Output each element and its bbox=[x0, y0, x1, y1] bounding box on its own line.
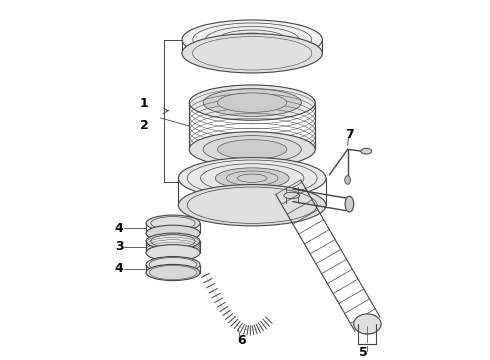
Text: 5: 5 bbox=[360, 346, 368, 359]
Ellipse shape bbox=[146, 257, 200, 273]
Ellipse shape bbox=[345, 196, 354, 212]
Ellipse shape bbox=[146, 215, 200, 231]
Ellipse shape bbox=[178, 185, 326, 226]
Ellipse shape bbox=[182, 33, 322, 73]
Text: 2: 2 bbox=[140, 118, 148, 132]
Text: 4: 4 bbox=[115, 222, 123, 235]
Ellipse shape bbox=[203, 136, 301, 163]
Text: 3: 3 bbox=[115, 240, 123, 253]
Ellipse shape bbox=[146, 245, 200, 261]
Ellipse shape bbox=[354, 314, 381, 334]
Ellipse shape bbox=[248, 39, 257, 41]
Ellipse shape bbox=[361, 148, 372, 154]
Ellipse shape bbox=[218, 140, 287, 159]
Ellipse shape bbox=[218, 93, 287, 112]
Text: 6: 6 bbox=[238, 334, 246, 347]
Ellipse shape bbox=[146, 225, 200, 241]
Ellipse shape bbox=[182, 20, 322, 59]
Ellipse shape bbox=[284, 192, 299, 199]
Ellipse shape bbox=[178, 158, 326, 199]
Ellipse shape bbox=[215, 168, 289, 189]
Ellipse shape bbox=[146, 233, 200, 249]
Ellipse shape bbox=[189, 132, 315, 167]
Text: 7: 7 bbox=[345, 129, 354, 141]
Ellipse shape bbox=[189, 85, 315, 120]
Ellipse shape bbox=[203, 89, 301, 116]
Text: 1: 1 bbox=[140, 97, 148, 110]
Ellipse shape bbox=[345, 176, 350, 184]
Ellipse shape bbox=[146, 265, 200, 281]
Text: 4: 4 bbox=[115, 262, 123, 275]
